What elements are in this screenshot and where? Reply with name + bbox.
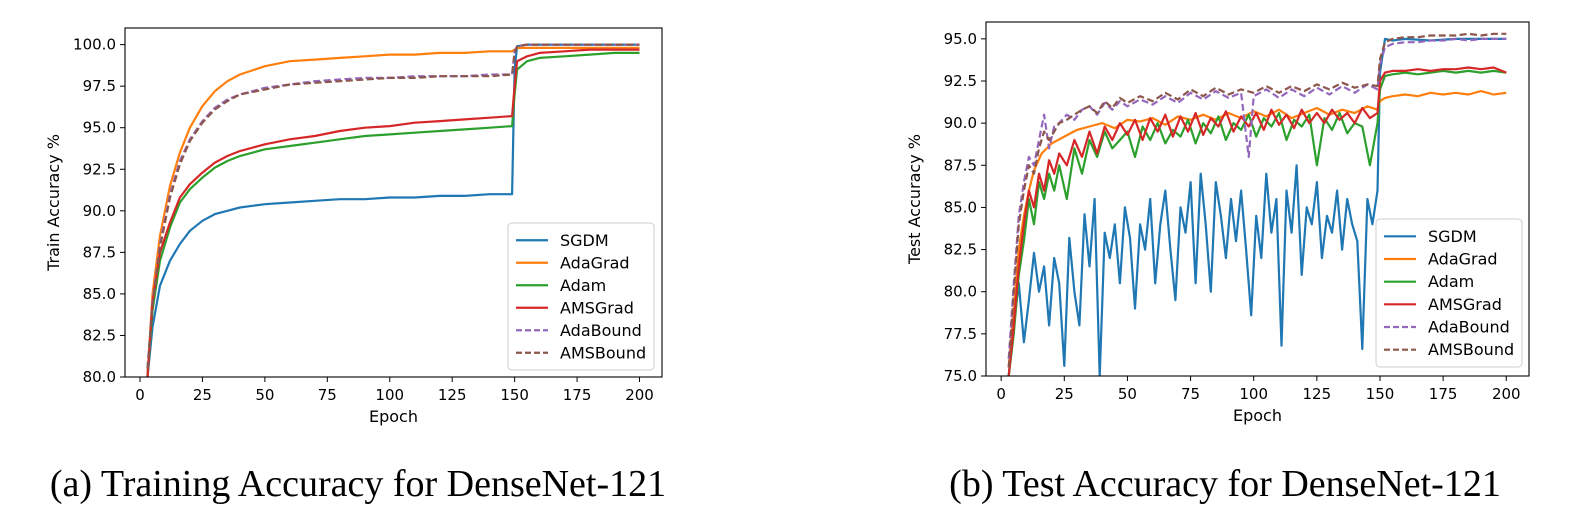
y-tick-label: 87.5 <box>944 156 977 174</box>
legend-box <box>1375 218 1523 368</box>
legend-label-amsgrad: AMSGrad <box>1428 295 1502 314</box>
caption-training-accuracy: (a) Training Accuracy for DenseNet-121 <box>50 463 666 505</box>
legend-label-adagrad: AdaGrad <box>560 253 630 272</box>
y-tick-label: 97.5 <box>83 77 116 95</box>
legend-box <box>507 222 655 371</box>
legend-label-amsbound: AMSBound <box>1428 340 1514 359</box>
x-tick-label: 175 <box>1429 385 1458 403</box>
series-line-amsbound <box>1007 32 1507 368</box>
y-tick-label: 85.0 <box>83 285 116 303</box>
x-tick-label: 50 <box>255 386 274 404</box>
y-tick-label: 100.0 <box>73 36 116 54</box>
y-tick-label: 75.0 <box>944 367 977 385</box>
legend: SGDM AdaGrad Adam AMSGrad AdaBound AMSBound <box>1375 218 1523 368</box>
series-line-adagrad <box>146 46 640 377</box>
y-tick-label: 80.0 <box>944 283 977 301</box>
y-tick-label: 92.5 <box>944 72 977 90</box>
y-tick-label: 82.5 <box>83 326 116 344</box>
x-tick-label: 100 <box>1239 385 1268 403</box>
y-tick-label: 82.5 <box>944 241 977 259</box>
plot-frame <box>985 21 1530 377</box>
x-axis-label: Epoch <box>369 407 418 426</box>
y-tick-label: 87.5 <box>83 243 116 261</box>
legend-label-amsgrad: AMSGrad <box>560 298 634 317</box>
legend-label-adam: Adam <box>560 276 606 295</box>
series-line-amsgrad <box>146 48 640 377</box>
plot-frame <box>124 27 663 378</box>
x-tick-label: 50 <box>1118 385 1137 403</box>
x-tick-label: 75 <box>318 386 337 404</box>
series-line-amsbound <box>146 43 640 369</box>
x-tick-label: 200 <box>625 386 654 404</box>
x-tick-label: 25 <box>193 386 212 404</box>
legend-label-sgdm: SGDM <box>560 231 609 250</box>
y-axis-label: Test Accuracy % <box>905 134 924 265</box>
series-line-adabound <box>1007 37 1507 360</box>
legend-label-adagrad: AdaGrad <box>1428 250 1498 269</box>
series-line-adagrad <box>1007 90 1507 368</box>
caption-test-accuracy: (b) Test Accuracy for DenseNet-121 <box>949 463 1501 505</box>
x-tick-label: 150 <box>500 386 529 404</box>
legend-label-adam: Adam <box>1428 272 1474 291</box>
x-tick-label: 100 <box>375 386 404 404</box>
y-tick-label: 95.0 <box>83 119 116 137</box>
y-tick-label: 85.0 <box>944 198 977 216</box>
series-group <box>146 43 640 377</box>
x-tick-label: 200 <box>1492 385 1521 403</box>
y-tick-label: 90.0 <box>83 202 116 220</box>
y-tick-label: 90.0 <box>944 114 977 132</box>
series-line-amsgrad <box>1007 66 1507 376</box>
x-tick-label: 0 <box>135 386 145 404</box>
x-axis-label: Epoch <box>1233 406 1282 425</box>
x-tick-label: 150 <box>1366 385 1395 403</box>
x-tick-label: 125 <box>1303 385 1332 403</box>
legend-label-sgdm: SGDM <box>1428 227 1477 246</box>
series-line-adam <box>1007 69 1507 376</box>
training-accuracy-chart: 0 25 50 75 100 125 150 175 200 80.0 82.5 85.0 87.5 90… <box>44 27 663 426</box>
legend-label-adabound: AdaBound <box>1428 318 1510 337</box>
legend-label-amsbound: AMSBound <box>560 343 646 362</box>
y-axis-label: Train Accuracy % <box>44 134 63 272</box>
y-tick-label: 95.0 <box>944 30 977 48</box>
legend: SGDM AdaGrad Adam AMSGrad AdaBound AMSBound <box>507 222 655 371</box>
x-tick-label: 125 <box>438 386 467 404</box>
y-tick-label: 77.5 <box>944 325 977 343</box>
series-group <box>1007 32 1507 376</box>
legend-label-adabound: AdaBound <box>560 321 642 340</box>
x-tick-label: 25 <box>1055 385 1074 403</box>
series-line-adam <box>146 51 640 377</box>
y-tick-label: 92.5 <box>83 160 116 178</box>
x-tick-label: 175 <box>563 386 592 404</box>
y-tick-label: 80.0 <box>83 368 116 386</box>
test-accuracy-chart: 0 25 50 75 100 125 150 175 200 75.0 77.5 80.0 82.5 85… <box>905 21 1530 425</box>
x-tick-label: 0 <box>996 385 1006 403</box>
x-tick-label: 75 <box>1181 385 1200 403</box>
series-line-sgdm <box>1007 37 1507 376</box>
